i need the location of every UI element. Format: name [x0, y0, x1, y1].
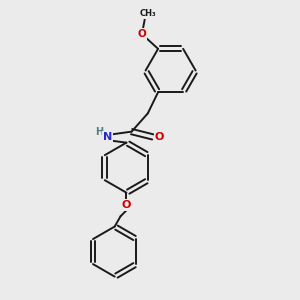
Text: O: O — [137, 29, 146, 39]
Text: O: O — [154, 132, 164, 142]
Text: N: N — [103, 132, 112, 142]
Text: O: O — [122, 200, 131, 210]
Text: H: H — [95, 127, 103, 137]
Text: CH₃: CH₃ — [140, 9, 157, 18]
